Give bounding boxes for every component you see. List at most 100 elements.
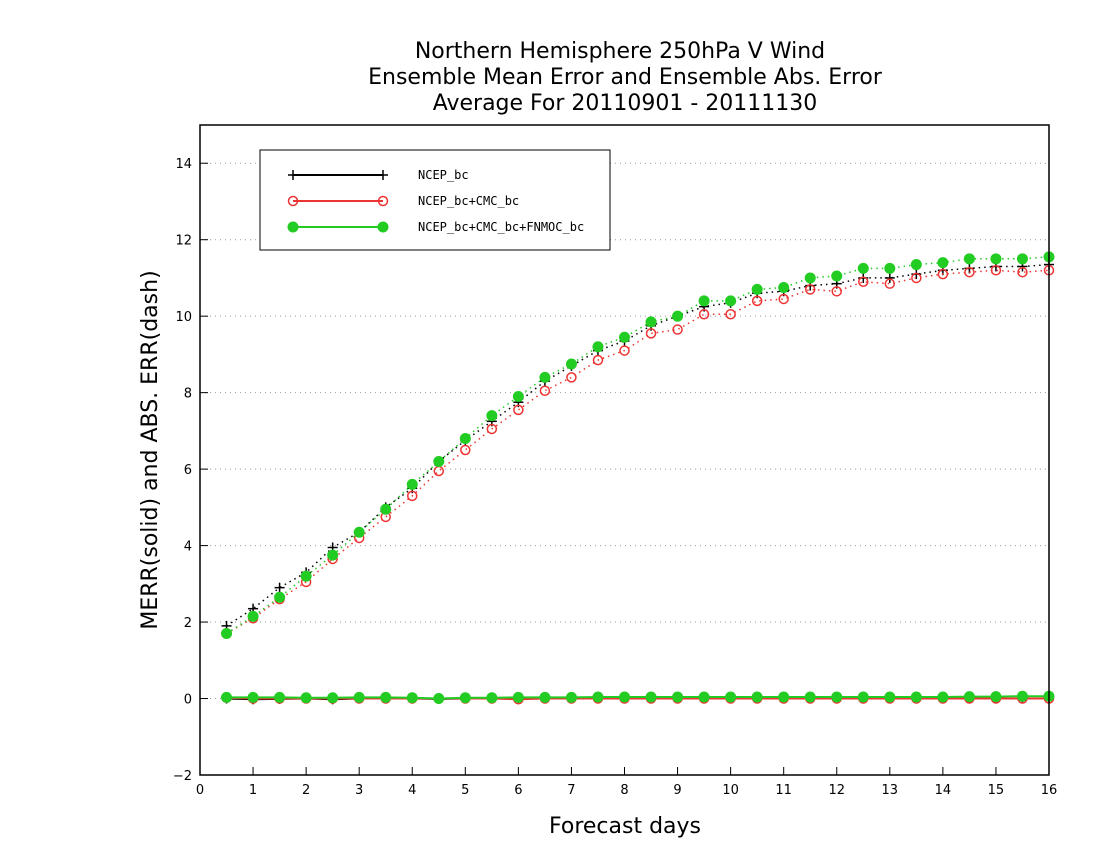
filled-circle-marker — [486, 410, 498, 422]
legend: NCEP_bc NCEP_bc+CMC_bc NCEP_bc+CMC_bc+FNMO… — [259, 149, 611, 251]
open-circle-marker — [377, 195, 389, 207]
y-tick-label: 14 — [175, 157, 192, 172]
filled-circle-marker — [406, 478, 418, 490]
filled-circle-marker — [1016, 690, 1028, 702]
abs-error-line — [226, 256, 1050, 635]
chart-title-line-3: Average For 20110901 - 20111130 — [433, 91, 818, 116]
abs-error-line — [226, 263, 1050, 627]
x-tick-label: 4 — [408, 783, 416, 798]
open-circle-marker — [725, 309, 736, 320]
filled-circle-marker — [539, 371, 551, 383]
filled-circle-marker — [672, 691, 684, 703]
filled-circle-marker — [725, 691, 737, 703]
filled-circle-marker — [459, 692, 471, 704]
open-circle-marker — [407, 490, 418, 502]
open-circle-marker — [486, 423, 498, 435]
open-circle-marker — [911, 272, 922, 284]
legend-label: NCEP_bc+CMC_bc+FNMOC_bc — [418, 220, 584, 234]
x-tick-label: 7 — [567, 783, 575, 798]
legend-label: NCEP_bc — [418, 168, 469, 182]
y-tick-label: 4 — [184, 540, 192, 555]
filled-circle-marker — [592, 691, 604, 703]
open-circle-marker — [645, 328, 657, 339]
y-tick-label: 2 — [184, 616, 192, 631]
plus-marker — [274, 582, 285, 593]
chart-title-line-2: Ensemble Mean Error and Ensemble Abs. Er… — [368, 65, 883, 90]
filled-circle-marker — [857, 691, 869, 703]
x-tick-label: 8 — [620, 783, 628, 798]
open-circle-marker — [539, 385, 551, 396]
filled-circle-marker — [937, 257, 949, 269]
filled-circle-marker — [963, 691, 975, 703]
filled-circle-marker — [539, 691, 551, 703]
filled-circle-marker — [486, 692, 498, 704]
filled-circle-marker — [937, 691, 949, 703]
filled-circle-marker — [221, 628, 233, 640]
filled-circle-marker — [380, 503, 392, 515]
filled-circle-marker — [459, 433, 471, 445]
x-tick-label: 12 — [828, 783, 845, 798]
filled-circle-marker — [990, 253, 1002, 265]
y-tick-label: 8 — [184, 387, 192, 402]
plus-marker — [378, 170, 388, 180]
open-circle-marker — [884, 278, 896, 289]
filled-circle-marker — [884, 262, 896, 274]
filled-circle-marker — [619, 331, 630, 343]
filled-circle-marker — [221, 691, 233, 703]
filled-circle-marker — [592, 341, 604, 353]
filled-circle-marker — [406, 692, 418, 704]
filled-circle-marker — [287, 221, 299, 233]
x-tick-label: 11 — [775, 783, 792, 798]
filled-circle-marker — [778, 691, 790, 703]
filled-circle-marker — [910, 691, 922, 703]
filled-circle-marker — [353, 526, 365, 538]
series-layer — [221, 251, 1055, 705]
open-circle-marker — [287, 195, 299, 207]
x-tick-label: 13 — [882, 783, 899, 798]
filled-circle-marker — [910, 259, 922, 271]
x-tick-label: 14 — [935, 783, 952, 798]
x-axis-label: Forecast days — [549, 814, 701, 839]
filled-circle-marker — [619, 691, 630, 703]
y-tick-label: −2 — [173, 769, 192, 784]
open-circle-marker — [751, 295, 763, 307]
open-circle-marker — [831, 286, 842, 297]
filled-circle-marker — [698, 691, 710, 703]
filled-circle-marker — [645, 316, 657, 328]
filled-circle-marker — [512, 390, 524, 402]
open-circle-marker — [433, 465, 445, 477]
open-circle-marker — [513, 404, 524, 416]
filled-circle-marker — [247, 610, 259, 622]
legend-label: NCEP_bc+CMC_bc — [418, 194, 519, 208]
filled-circle-marker — [565, 691, 577, 703]
filled-circle-marker — [300, 692, 312, 704]
filled-circle-marker — [353, 691, 365, 703]
y-tick-label: 10 — [175, 310, 192, 325]
filled-circle-marker — [963, 253, 975, 265]
open-circle-marker — [672, 324, 683, 335]
filled-circle-marker — [300, 570, 312, 582]
x-tick-label: 3 — [355, 783, 363, 798]
open-circle-marker — [937, 268, 949, 280]
filled-circle-marker — [804, 691, 816, 703]
filled-circle-marker — [327, 549, 339, 561]
x-tick-label: 16 — [1041, 783, 1058, 798]
filled-circle-marker — [831, 270, 843, 282]
filled-circle-marker — [380, 691, 392, 703]
x-tick-label: 2 — [302, 783, 310, 798]
open-circle-marker — [619, 345, 630, 356]
x-tick-label: 10 — [722, 783, 739, 798]
open-circle-marker — [858, 276, 869, 288]
open-circle-marker — [460, 444, 471, 456]
filled-circle-marker — [1016, 253, 1028, 265]
x-tick-label: 15 — [988, 783, 1005, 798]
filled-circle-marker — [698, 295, 710, 307]
filled-circle-marker — [725, 295, 737, 307]
filled-circle-marker — [857, 262, 869, 274]
open-circle-marker — [592, 354, 604, 366]
open-circle-marker — [990, 265, 1002, 276]
open-circle-marker — [698, 309, 710, 320]
filled-circle-marker — [751, 691, 763, 703]
open-circle-marker — [964, 266, 975, 278]
